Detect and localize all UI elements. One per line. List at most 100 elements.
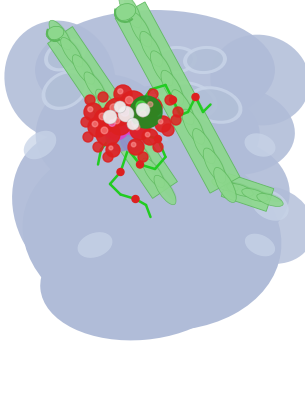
Ellipse shape: [145, 33, 163, 62]
Ellipse shape: [107, 106, 129, 136]
Circle shape: [134, 124, 140, 130]
Ellipse shape: [157, 49, 193, 71]
Circle shape: [114, 85, 132, 103]
Ellipse shape: [161, 70, 184, 105]
Ellipse shape: [140, 31, 162, 66]
Ellipse shape: [112, 107, 130, 132]
Circle shape: [81, 117, 91, 127]
Circle shape: [148, 89, 158, 99]
Circle shape: [171, 115, 181, 125]
Ellipse shape: [65, 38, 83, 63]
Circle shape: [114, 118, 120, 124]
Ellipse shape: [214, 168, 236, 202]
Ellipse shape: [135, 142, 153, 166]
Circle shape: [137, 161, 143, 168]
Ellipse shape: [131, 141, 153, 170]
Circle shape: [136, 101, 146, 111]
Circle shape: [121, 128, 145, 152]
Ellipse shape: [40, 220, 240, 340]
Circle shape: [109, 113, 131, 135]
Ellipse shape: [36, 74, 164, 186]
Circle shape: [96, 122, 120, 146]
Circle shape: [125, 96, 133, 104]
Ellipse shape: [147, 159, 165, 184]
Ellipse shape: [226, 186, 305, 264]
Ellipse shape: [163, 81, 217, 119]
Ellipse shape: [4, 20, 116, 140]
Ellipse shape: [124, 0, 142, 23]
Circle shape: [142, 129, 158, 145]
Circle shape: [136, 103, 150, 117]
Circle shape: [135, 106, 157, 128]
Ellipse shape: [35, 10, 275, 130]
Circle shape: [114, 101, 126, 113]
Ellipse shape: [153, 46, 197, 74]
Circle shape: [132, 121, 138, 126]
Ellipse shape: [245, 133, 275, 157]
Circle shape: [113, 100, 147, 134]
Ellipse shape: [111, 168, 269, 282]
Circle shape: [165, 95, 175, 105]
Polygon shape: [115, 2, 240, 193]
Circle shape: [144, 98, 162, 116]
Circle shape: [106, 123, 134, 151]
Circle shape: [131, 142, 136, 147]
Circle shape: [121, 108, 129, 116]
Ellipse shape: [171, 90, 194, 125]
Ellipse shape: [219, 169, 237, 198]
Ellipse shape: [61, 38, 83, 67]
Polygon shape: [48, 26, 178, 198]
Ellipse shape: [119, 124, 141, 153]
Circle shape: [127, 118, 139, 130]
Ellipse shape: [242, 188, 268, 202]
Circle shape: [118, 89, 123, 94]
Ellipse shape: [251, 189, 289, 221]
Ellipse shape: [53, 21, 71, 46]
Ellipse shape: [44, 38, 86, 72]
Circle shape: [130, 120, 150, 140]
Ellipse shape: [150, 51, 173, 86]
Circle shape: [94, 108, 118, 132]
Ellipse shape: [129, 12, 152, 47]
Ellipse shape: [257, 194, 283, 206]
Ellipse shape: [208, 149, 226, 179]
Ellipse shape: [166, 72, 184, 101]
Circle shape: [130, 96, 162, 128]
Circle shape: [124, 112, 131, 118]
Circle shape: [155, 136, 162, 142]
Circle shape: [103, 152, 113, 162]
Circle shape: [170, 96, 177, 104]
Circle shape: [127, 116, 149, 138]
Ellipse shape: [45, 73, 85, 107]
Ellipse shape: [182, 109, 205, 144]
Circle shape: [117, 168, 124, 176]
Circle shape: [173, 107, 183, 117]
Circle shape: [128, 139, 144, 155]
Ellipse shape: [183, 46, 227, 74]
Ellipse shape: [167, 84, 213, 116]
Ellipse shape: [48, 42, 82, 68]
Ellipse shape: [203, 148, 226, 183]
Ellipse shape: [12, 132, 148, 288]
Ellipse shape: [77, 55, 95, 80]
Circle shape: [83, 132, 93, 142]
Ellipse shape: [165, 85, 295, 175]
Ellipse shape: [210, 35, 305, 125]
Ellipse shape: [197, 130, 216, 160]
Ellipse shape: [119, 0, 141, 28]
Ellipse shape: [245, 234, 275, 256]
Ellipse shape: [84, 72, 106, 101]
Ellipse shape: [245, 187, 267, 197]
Ellipse shape: [23, 139, 282, 331]
Circle shape: [153, 142, 163, 152]
Ellipse shape: [46, 26, 64, 40]
Circle shape: [92, 121, 98, 127]
Circle shape: [110, 104, 118, 112]
Circle shape: [109, 146, 113, 150]
Ellipse shape: [192, 89, 239, 121]
Ellipse shape: [187, 110, 205, 140]
Ellipse shape: [100, 90, 118, 114]
Ellipse shape: [159, 176, 177, 201]
Circle shape: [162, 124, 174, 136]
Ellipse shape: [176, 91, 195, 120]
